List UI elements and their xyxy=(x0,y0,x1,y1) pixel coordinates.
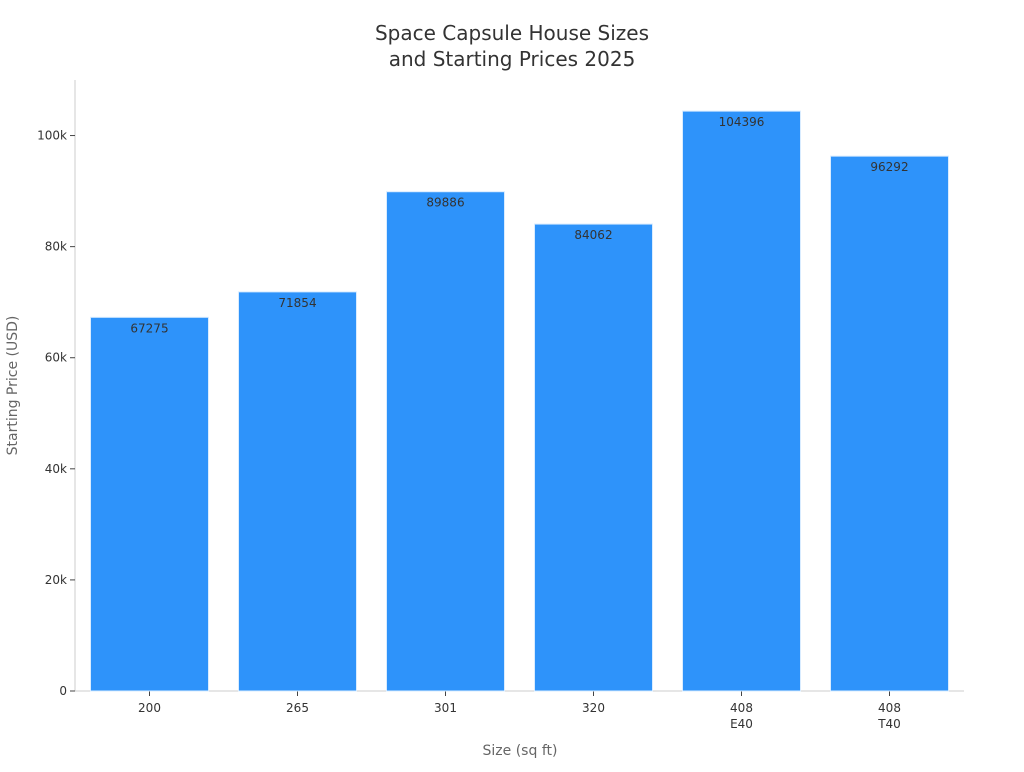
x-tick-label: T40 xyxy=(877,717,901,731)
bar-value-label: 96292 xyxy=(870,160,908,174)
y-tick-label: 80k xyxy=(45,240,67,254)
bar xyxy=(830,155,949,692)
bar-value-label: 84062 xyxy=(574,228,612,242)
chart-title-line-0: Space Capsule House Sizes xyxy=(375,21,649,45)
bar-value-label: 89886 xyxy=(426,196,464,210)
x-tick-label: 301 xyxy=(434,701,457,715)
bar xyxy=(386,191,505,692)
bar-value-label: 104396 xyxy=(719,115,765,129)
bar-value-label: 67275 xyxy=(130,321,168,335)
bar xyxy=(534,223,653,692)
x-tick-label: 200 xyxy=(138,701,161,715)
bar xyxy=(682,110,801,692)
chart-axes: 0 20k 40k 60k 80k 100k Starting Price (USD) Siz… xyxy=(5,80,964,759)
y-tick-label: 0 xyxy=(59,684,67,698)
y-tick-label: 40k xyxy=(45,462,67,476)
chart-value-labels: 67275 71854 89886 84062 104396 96292 xyxy=(130,115,908,335)
x-tick-label: E40 xyxy=(730,717,753,731)
bar xyxy=(90,316,209,692)
y-tick-label: 100k xyxy=(37,129,67,143)
y-tick-label: 20k xyxy=(45,573,67,587)
x-tick-label: 265 xyxy=(286,701,309,715)
bar-value-label: 71854 xyxy=(278,296,316,310)
bar xyxy=(238,291,357,692)
chart-title-line-1: and Starting Prices 2025 xyxy=(389,47,636,71)
x-tick-label: 320 xyxy=(582,701,605,715)
y-tick-label: 60k xyxy=(45,351,67,365)
x-axis-label: Size (sq ft) xyxy=(483,743,558,759)
chart-bars xyxy=(90,110,949,692)
y-axis-label: Starting Price (USD) xyxy=(5,316,21,456)
x-tick-label: 408 xyxy=(878,701,901,715)
x-tick-label: 408 xyxy=(730,701,753,715)
